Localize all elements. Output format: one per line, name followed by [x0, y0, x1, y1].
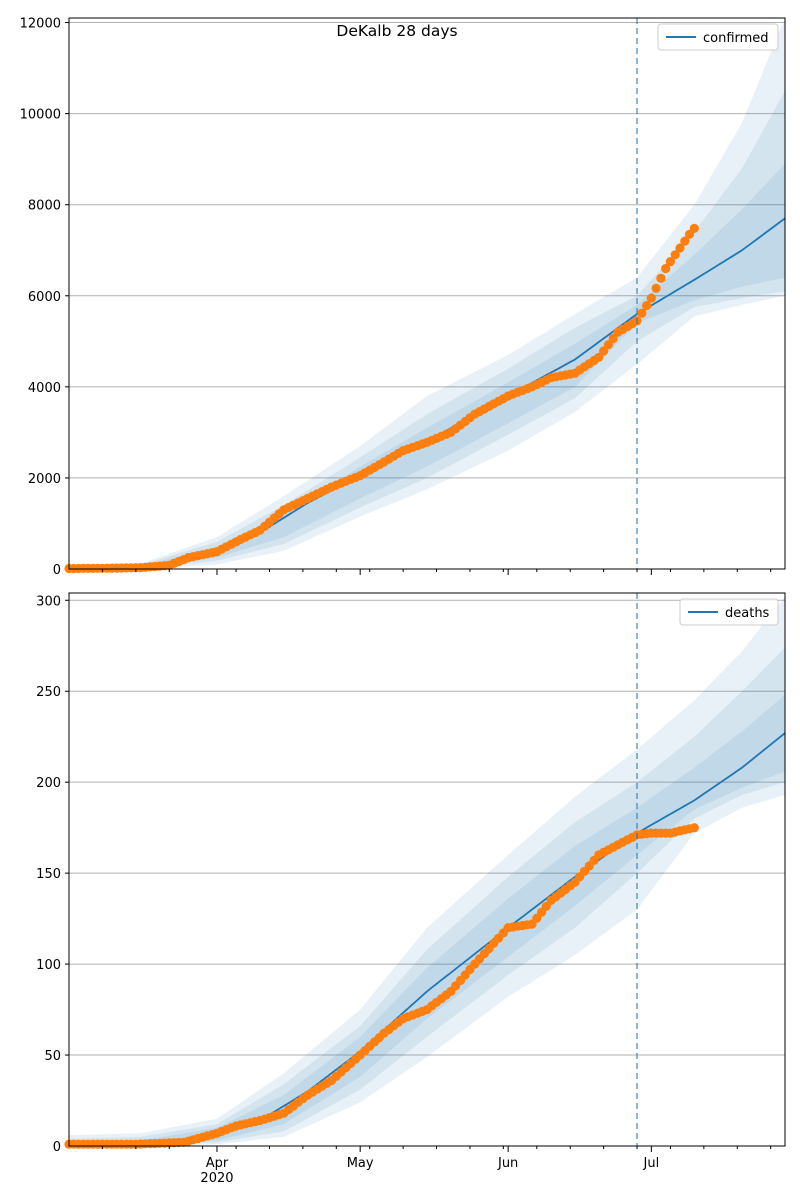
y-tick-label: 50 — [44, 1049, 61, 1064]
legend-label: deaths — [725, 606, 770, 621]
figure-title: DeKalb 28 days — [336, 22, 457, 40]
observed-point — [642, 301, 652, 311]
observed-point — [689, 823, 699, 833]
y-tick-label: 150 — [36, 867, 61, 882]
legend: confirmed — [657, 23, 779, 51]
observed-point — [689, 223, 699, 233]
observed-point — [637, 308, 647, 318]
y-tick-label: 2000 — [28, 472, 61, 487]
uncertainty-band-1 — [69, 596, 785, 1146]
observed-point — [599, 346, 609, 356]
x-year-label: 2020 — [200, 1171, 233, 1186]
observed-point — [603, 340, 614, 350]
observed-point — [675, 243, 685, 253]
y-tick-label: 8000 — [28, 199, 61, 214]
confirmed-panel: 0 2000 4000 6000 8000 10000 12000 confirmed — [20, 17, 786, 578]
y-tick-label: 250 — [36, 685, 61, 700]
x-tick-label: Jun — [497, 1156, 518, 1171]
observed-point — [651, 283, 661, 293]
y-tick-label: 300 — [36, 594, 61, 609]
y-tick-label: 100 — [36, 958, 61, 973]
observed-point — [594, 352, 604, 362]
uncertainty-band-1 — [69, 18, 785, 569]
x-tick-label: Jul — [643, 1156, 660, 1171]
observed-point — [646, 293, 656, 303]
legend-box — [679, 598, 779, 626]
observed-point — [665, 257, 676, 267]
legend: deaths — [679, 598, 779, 626]
x-axis-labels: Apr May Jun Jul 2020 — [200, 1156, 659, 1186]
observed-point — [680, 236, 690, 246]
observed-point — [670, 250, 680, 260]
axes-frame — [68, 592, 786, 1147]
y-tick-label: 4000 — [28, 381, 61, 396]
x-tick-label: Apr — [206, 1156, 229, 1171]
legend-box — [657, 23, 779, 51]
x-tick-label: May — [347, 1156, 374, 1171]
uncertainty-band-2 — [69, 90, 785, 570]
legend-label: confirmed — [703, 31, 769, 46]
y-tick-label: 6000 — [28, 290, 61, 305]
observed-point — [661, 263, 671, 274]
axes-frame — [68, 17, 786, 570]
uncertainty-band-3 — [69, 694, 785, 1146]
y-tick-label: 200 — [36, 776, 61, 791]
y-tick-label: 0 — [53, 1140, 61, 1155]
uncertainty-band-3 — [69, 163, 785, 569]
y-tick-label: 0 — [53, 563, 61, 578]
y-tick-label: 10000 — [20, 108, 61, 123]
y-tick-label: 12000 — [20, 17, 61, 32]
deaths-panel: 0 50 100 150 200 250 300 deaths — [36, 592, 786, 1155]
observed-point — [608, 333, 618, 344]
observed-point — [656, 273, 666, 283]
